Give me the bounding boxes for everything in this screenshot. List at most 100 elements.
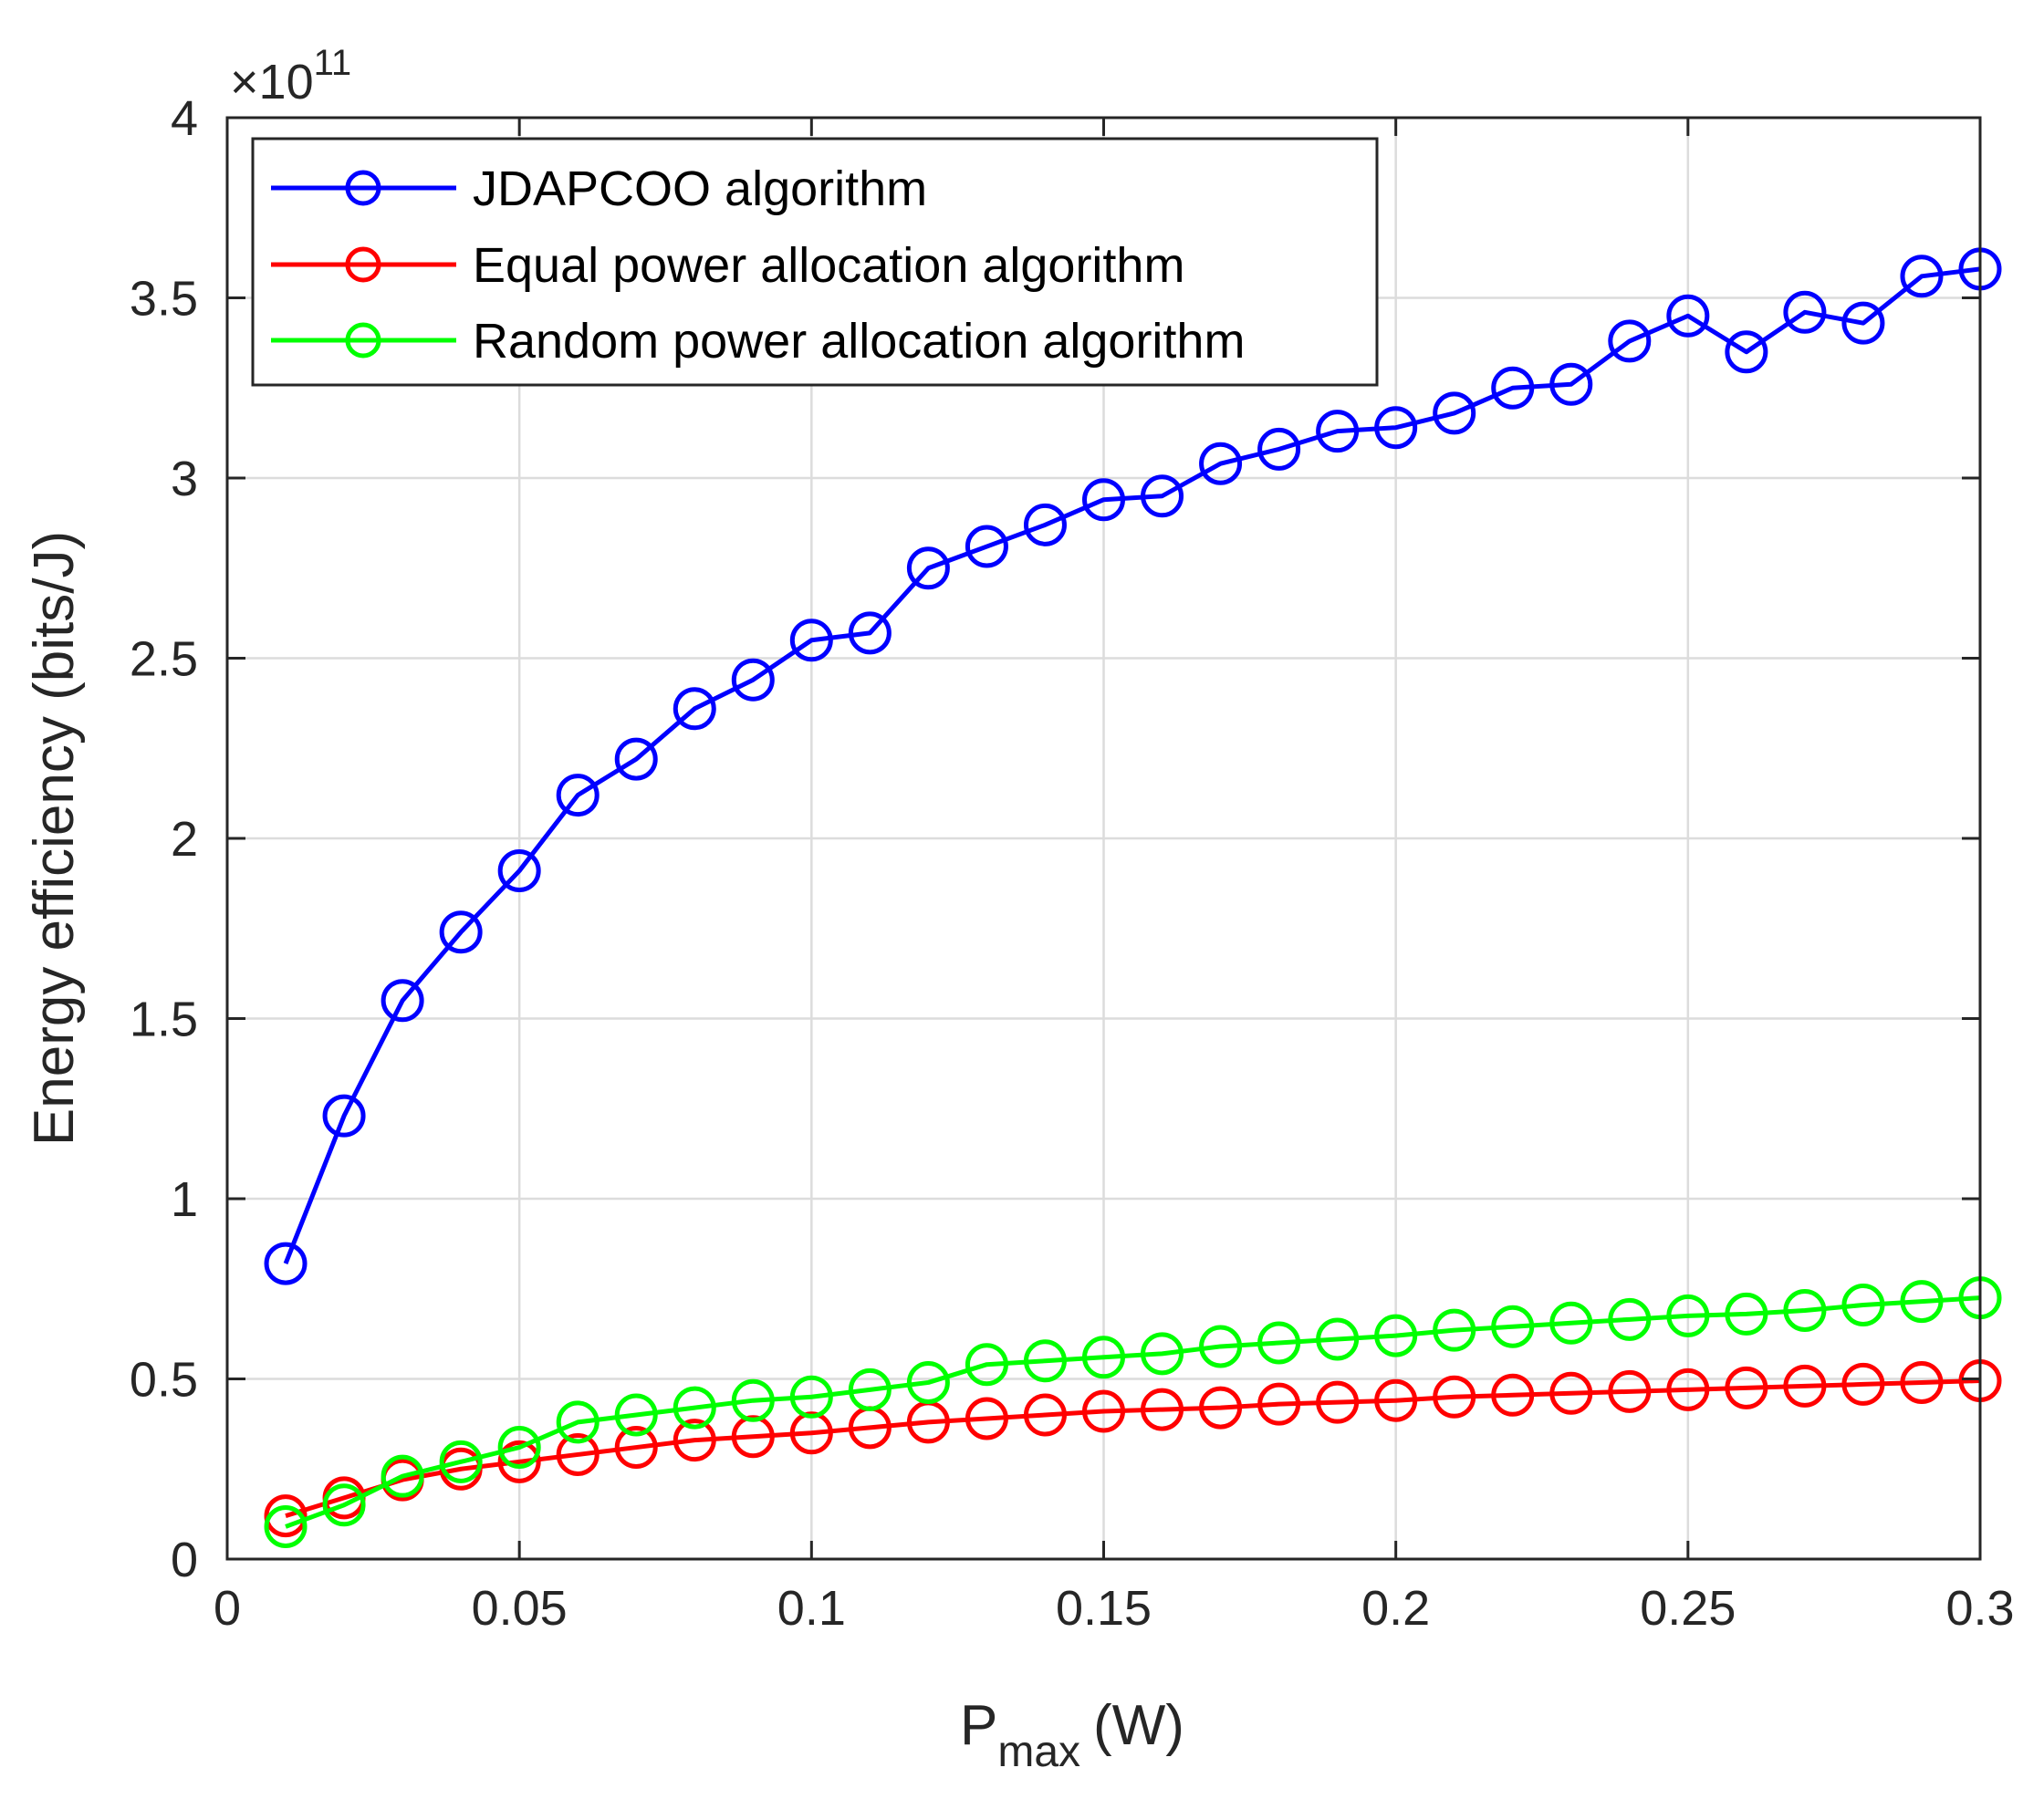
data-point-equal-power-allocation-algorithm (1841, 1362, 1885, 1406)
legend-label-random-power: Random power allocation algorithm (473, 314, 1245, 369)
data-point-random-power-allocation-algorithm (1666, 1294, 1710, 1337)
legend-marker-jdapcoo (345, 170, 381, 206)
x-axis-title-unit: (W) (1093, 1694, 1184, 1757)
data-point-random-power-allocation-algorithm (381, 1454, 424, 1498)
data-point-jdapcoo-algorithm (789, 619, 833, 662)
data-point-random-power-allocation-algorithm (1433, 1308, 1476, 1352)
legend: JDAPCOO algorithm Equal power allocation… (251, 137, 1379, 387)
data-point-random-power-allocation-algorithm (1257, 1321, 1301, 1365)
x-axis-title: Pmax (W) (960, 1694, 1184, 1776)
data-point-equal-power-allocation-algorithm (673, 1419, 716, 1462)
y-tick-label: 0.5 (130, 1353, 198, 1408)
data-point-equal-power-allocation-algorithm (1082, 1389, 1125, 1433)
data-point-jdapcoo-algorithm (1199, 442, 1243, 485)
data-point-jdapcoo-algorithm (1725, 330, 1768, 374)
data-point-equal-power-allocation-algorithm (1666, 1367, 1710, 1411)
data-point-equal-power-allocation-algorithm (1433, 1375, 1476, 1419)
data-point-equal-power-allocation-algorithm (1316, 1380, 1360, 1424)
data-point-jdapcoo-algorithm (264, 1242, 308, 1285)
x-axis-title-symbol: P (960, 1694, 997, 1757)
y-axis-title: Energy efficiency (bits/J) (23, 531, 86, 1146)
data-point-jdapcoo-algorithm (906, 546, 950, 590)
data-point-jdapcoo-algorithm (1900, 255, 1944, 298)
data-point-jdapcoo-algorithm (1549, 362, 1593, 406)
y-tick-label: 2 (171, 812, 198, 867)
data-point-jdapcoo-algorithm (322, 1094, 366, 1138)
series-layer (264, 247, 2002, 1548)
data-point-equal-power-allocation-algorithm (614, 1426, 658, 1470)
data-point-jdapcoo-algorithm (614, 737, 658, 781)
x-tick-label: 0.15 (1056, 1581, 1152, 1636)
y-tick-label: 3 (171, 452, 198, 506)
x-tick-label: 0.25 (1640, 1581, 1736, 1636)
data-point-random-power-allocation-algorithm (1316, 1317, 1360, 1361)
series-line-jdapcoo-algorithm (283, 266, 1981, 1265)
data-point-jdapcoo-algorithm (1666, 294, 1710, 338)
legend-label-equal-power: Equal power allocation algorithm (473, 238, 1184, 293)
data-point-random-power-allocation-algorithm (1725, 1292, 1768, 1336)
data-point-jdapcoo-algorithm (673, 687, 716, 731)
data-point-equal-power-allocation-algorithm (965, 1397, 1008, 1440)
data-point-jdapcoo-algorithm (1374, 406, 1418, 450)
data-point-equal-power-allocation-algorithm (1783, 1364, 1827, 1408)
data-point-random-power-allocation-algorithm (1141, 1332, 1184, 1376)
data-point-random-power-allocation-algorithm (789, 1375, 833, 1419)
data-point-random-power-allocation-algorithm (673, 1386, 716, 1430)
y-tick-label: 4 (171, 91, 198, 146)
data-point-random-power-allocation-algorithm (1023, 1339, 1067, 1383)
y-tick-label: 1 (171, 1172, 198, 1227)
legend-marker-equal-power (345, 246, 381, 283)
data-point-random-power-allocation-algorithm (1549, 1301, 1593, 1345)
data-point-equal-power-allocation-algorithm (1491, 1373, 1535, 1417)
data-point-random-power-allocation-algorithm (556, 1400, 600, 1444)
data-point-jdapcoo-algorithm (381, 979, 424, 1023)
x-tick-label: 0.2 (1361, 1581, 1430, 1636)
data-point-jdapcoo-algorithm (1783, 290, 1827, 334)
data-point-jdapcoo-algorithm (1257, 427, 1301, 471)
data-point-random-power-allocation-algorithm (1374, 1314, 1418, 1357)
data-point-jdapcoo-algorithm (439, 910, 483, 954)
data-point-jdapcoo-algorithm (1841, 301, 1885, 345)
ticks (225, 116, 1982, 1561)
data-point-random-power-allocation-algorithm (965, 1343, 1008, 1387)
data-point-random-power-allocation-algorithm (1082, 1336, 1125, 1379)
data-point-jdapcoo-algorithm (1491, 366, 1535, 410)
data-point-random-power-allocation-algorithm (1608, 1297, 1652, 1341)
data-point-jdapcoo-algorithm (848, 611, 892, 655)
y-tick-label: 2.5 (130, 632, 198, 687)
data-point-equal-power-allocation-algorithm (1199, 1386, 1243, 1430)
data-point-random-power-allocation-algorithm (614, 1393, 658, 1437)
data-point-jdapcoo-algorithm (1316, 410, 1360, 453)
data-point-jdapcoo-algorithm (497, 849, 541, 893)
y-exponent-label: ×1011 (230, 43, 351, 109)
y-tick-label: 0 (171, 1533, 198, 1587)
series-line-random-power-allocation-algorithm (285, 1295, 1981, 1529)
tick-labels: 0 0.05 0.1 0.15 0.2 0.25 0.3 0 0.5 1 1.5 2 2.5 3 3.5 4 (130, 91, 2015, 1636)
data-point-random-power-allocation-algorithm (1841, 1284, 1885, 1327)
x-tick-label: 0.3 (1945, 1581, 2014, 1636)
data-point-random-power-allocation-algorithm (1491, 1305, 1535, 1348)
data-point-jdapcoo-algorithm (1023, 503, 1067, 546)
data-point-equal-power-allocation-algorithm (264, 1494, 308, 1538)
y-exponent-base: ×10 (230, 55, 314, 109)
y-tick-label: 1.5 (130, 993, 198, 1047)
data-point-random-power-allocation-algorithm (439, 1440, 483, 1483)
data-point-equal-power-allocation-algorithm (1608, 1369, 1652, 1413)
x-tick-label: 0.1 (777, 1581, 846, 1636)
data-point-jdapcoo-algorithm (1433, 391, 1476, 435)
data-point-equal-power-allocation-algorithm (1374, 1378, 1418, 1422)
data-point-jdapcoo-algorithm (1608, 319, 1652, 363)
data-point-equal-power-allocation-algorithm (497, 1440, 541, 1483)
data-point-equal-power-allocation-algorithm (556, 1432, 600, 1476)
x-tick-label: 0 (214, 1581, 241, 1636)
data-point-equal-power-allocation-algorithm (1023, 1393, 1067, 1437)
y-tick-label: 3.5 (130, 272, 198, 327)
data-point-equal-power-allocation-algorithm (1257, 1382, 1301, 1426)
y-exponent-power: 11 (314, 43, 352, 83)
data-point-random-power-allocation-algorithm (731, 1378, 775, 1422)
data-point-jdapcoo-algorithm (1141, 474, 1184, 518)
data-point-equal-power-allocation-algorithm (1725, 1366, 1768, 1409)
data-point-jdapcoo-algorithm (731, 658, 775, 702)
data-point-equal-power-allocation-algorithm (1900, 1360, 1944, 1404)
